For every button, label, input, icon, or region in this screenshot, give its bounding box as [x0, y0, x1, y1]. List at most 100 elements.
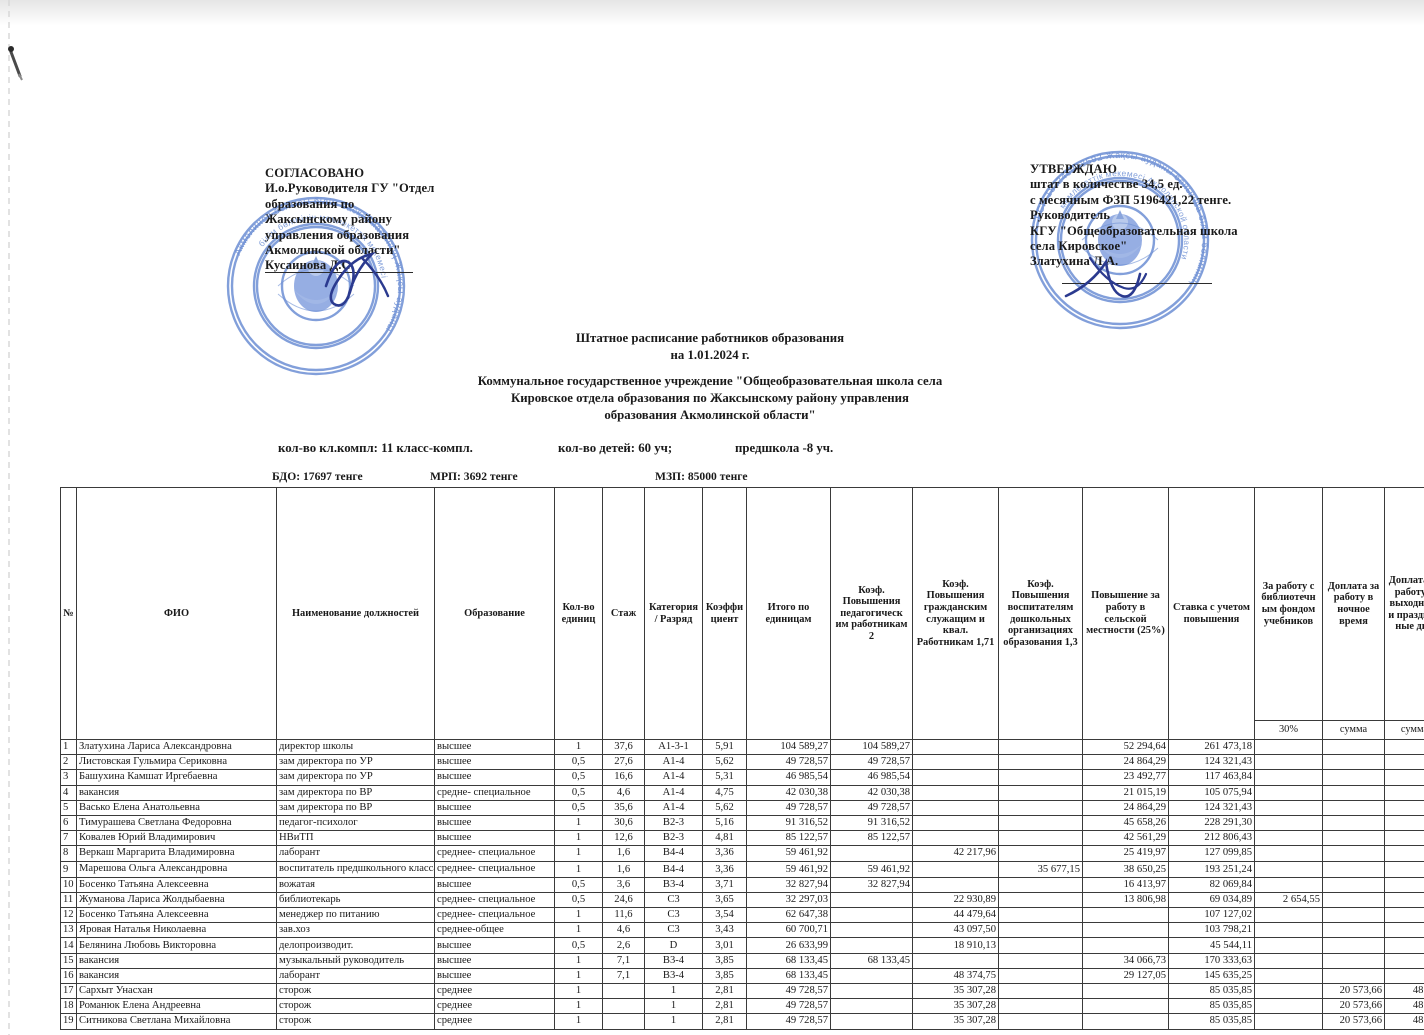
cell-ped — [830, 891, 913, 909]
cell-grazhd: 44 479,64 — [912, 907, 999, 924]
cell-stazh: 27,6 — [602, 754, 645, 771]
cell-stavka: 228 291,30 — [1168, 814, 1255, 832]
cell-bibl — [1254, 784, 1323, 801]
cell-cat: В2-3 — [644, 830, 703, 847]
cell-holiday: 481,67 — [1384, 1013, 1424, 1030]
cell-stazh: 7,1 — [602, 967, 645, 985]
cell-doshk — [998, 998, 1083, 1015]
cell-units: 0,5 — [554, 754, 603, 771]
cell-edu: среднее — [434, 982, 555, 1000]
cell-total: 49 728,57 — [746, 998, 831, 1015]
cell-fio: Васько Елена Анатольевна — [76, 799, 277, 816]
cell-night — [1322, 922, 1385, 939]
cell-fio: Листовская Гульмира Сериковна — [76, 754, 277, 771]
cell-ped: 32 827,94 — [830, 876, 913, 893]
cell-holiday — [1384, 907, 1424, 924]
th-stazh: Стаж — [602, 487, 645, 740]
cell-stavka: 261 473,18 — [1168, 738, 1255, 756]
cell-cat: 1 — [644, 1013, 703, 1030]
cell-n: 3 — [60, 769, 77, 786]
cell-units: 1 — [554, 814, 603, 832]
th-library-fund: За работу с библиотечн ым фондом учебник… — [1254, 487, 1323, 721]
cell-post: зам директора по ВР — [276, 799, 435, 816]
cell-units: 1 — [554, 738, 603, 756]
cell-edu: высшее — [434, 830, 555, 847]
cell-ped: 104 589,27 — [830, 738, 913, 756]
cell-fio: Сархыт Унасхан — [76, 982, 277, 1000]
cell-bibl — [1254, 1013, 1323, 1030]
cell-grazhd — [912, 830, 999, 847]
cell-selo: 24 864,29 — [1082, 754, 1169, 771]
cell-bibl — [1254, 799, 1323, 816]
cell-coef: 4,81 — [702, 830, 747, 847]
cell-post: сторож — [276, 998, 435, 1015]
cell-selo: 52 294,64 — [1082, 738, 1169, 756]
cell-selo — [1082, 1013, 1169, 1030]
cell-stavka: 69 034,89 — [1168, 891, 1255, 909]
table-row: 2 Листовская Гульмира Сериковна зам директ… — [60, 754, 1424, 771]
cell-night — [1322, 860, 1385, 878]
cell-edu: высшее — [434, 814, 555, 832]
table-row: 1 Златухина Лариса Александровна директор … — [60, 738, 1424, 756]
cell-ped — [830, 922, 913, 939]
cell-selo: 29 127,05 — [1082, 967, 1169, 985]
cell-grazhd: 42 217,96 — [912, 845, 999, 862]
signature-line-right — [1062, 283, 1212, 284]
cell-fio: Веркаш Маргарита Владимировна — [76, 845, 277, 862]
cell-cat: В4-4 — [644, 860, 703, 878]
cell-doshk — [998, 784, 1083, 801]
cell-fio: Ситникова Светлана Михайловна — [76, 1013, 277, 1030]
cell-total: 68 133,45 — [746, 967, 831, 985]
cell-edu: высшее — [434, 754, 555, 771]
cell-post: делопроизводит. — [276, 937, 435, 954]
cell-edu: среднее — [434, 1013, 555, 1030]
cell-ped — [830, 967, 913, 985]
org-line-3: образования Акмолинской области" — [604, 408, 816, 422]
cell-stazh: 2,6 — [602, 937, 645, 954]
cell-edu: среднее- специальное — [434, 860, 555, 878]
cell-fio: Романюк Елена Андреевна — [76, 998, 277, 1015]
cell-grazhd — [912, 799, 999, 816]
cell-stavka: 45 544,11 — [1168, 937, 1255, 954]
cell-doshk — [998, 738, 1083, 756]
cell-bibl — [1254, 982, 1323, 1000]
cell-selo: 23 492,77 — [1082, 769, 1169, 786]
cell-holiday — [1384, 845, 1424, 862]
cell-doshk — [998, 922, 1083, 939]
cell-fio: Белянина Любовь Викторовна — [76, 937, 277, 954]
table-row: 9 Марешова Ольга Александровна воспитатель… — [60, 860, 1424, 878]
cell-bibl — [1254, 830, 1323, 847]
cell-fio: Ковалев Юрий Владимирович — [76, 830, 277, 847]
cell-stavka: 170 333,63 — [1168, 952, 1255, 969]
cell-selo: 25 419,97 — [1082, 845, 1169, 862]
cell-ped: 46 985,54 — [830, 769, 913, 786]
cell-total: 85 122,57 — [746, 830, 831, 847]
cell-bibl — [1254, 814, 1323, 832]
cell-coef: 2,81 — [702, 998, 747, 1015]
cell-doshk — [998, 799, 1083, 816]
table-row: 4 вакансия зам директора по ВР средне- спец… — [60, 784, 1424, 801]
cell-n: 14 — [60, 937, 77, 954]
cell-total: 46 985,54 — [746, 769, 831, 786]
cell-bibl — [1254, 952, 1323, 969]
cell-total: 62 647,38 — [746, 907, 831, 924]
cell-post: зав.хоз — [276, 922, 435, 939]
cell-holiday — [1384, 952, 1424, 969]
cell-edu: среднее — [434, 998, 555, 1015]
meta-class-count: кол-во кл.компл: 11 класс-компл. — [278, 441, 473, 455]
cell-stavka: 124 321,43 — [1168, 799, 1255, 816]
cell-coef: 3,71 — [702, 876, 747, 893]
cell-stazh: 4,6 — [602, 784, 645, 801]
cell-bibl — [1254, 967, 1323, 985]
cell-total: 49 728,57 — [746, 799, 831, 816]
meta-mrp: МРП: 3692 тенге — [430, 470, 518, 483]
th-num: № — [60, 487, 77, 740]
cell-n: 13 — [60, 922, 77, 939]
cell-stavka: 85 035,85 — [1168, 1013, 1255, 1030]
table-row: 10 Босенко Татьяна Алексеевна вожатая высше… — [60, 876, 1424, 893]
cell-stazh: 35,6 — [602, 799, 645, 816]
cell-stazh: 16,6 — [602, 769, 645, 786]
cell-stavka: 85 035,85 — [1168, 982, 1255, 1000]
cell-total: 32 827,94 — [746, 876, 831, 893]
